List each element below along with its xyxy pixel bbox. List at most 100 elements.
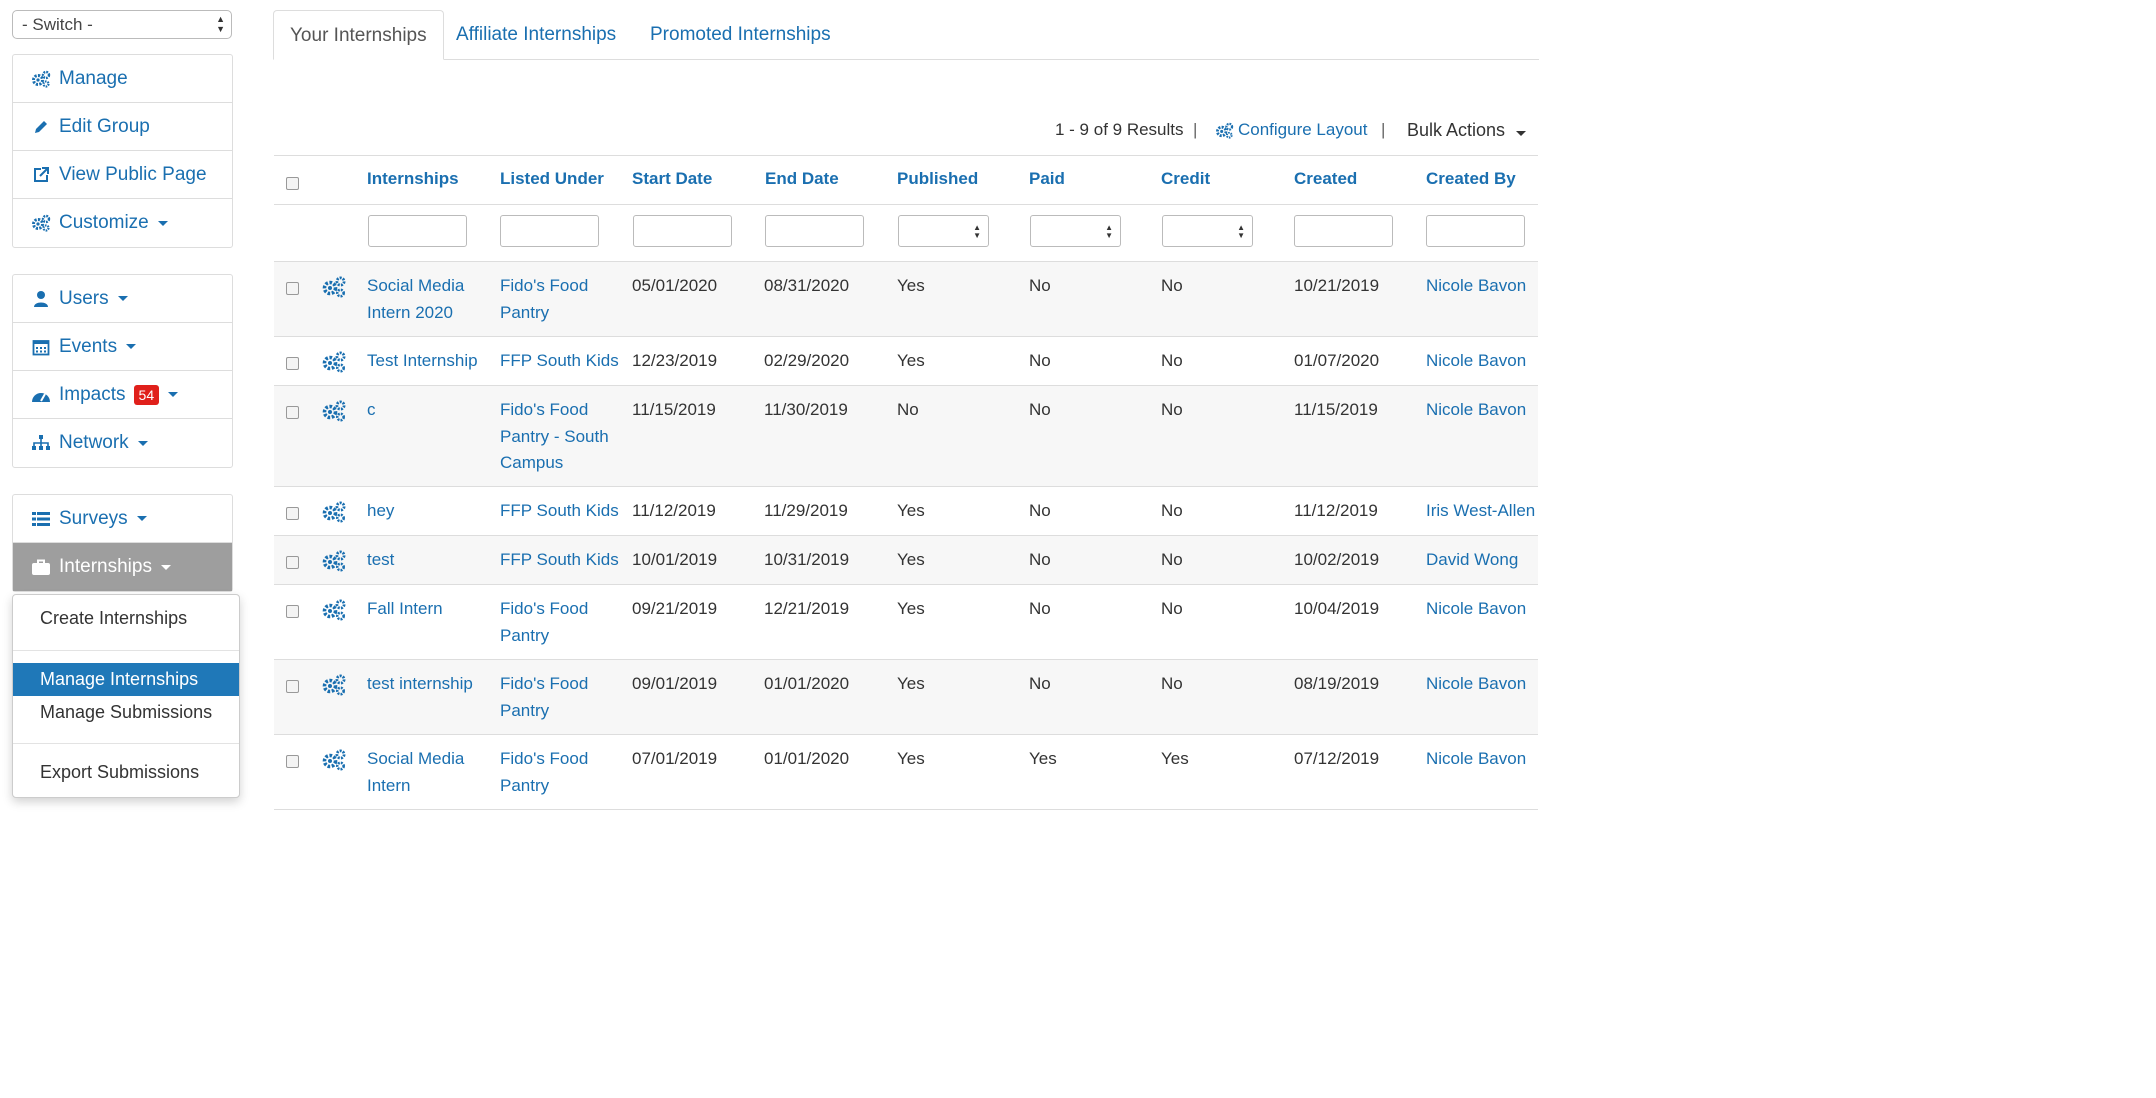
menu-item-manage-submissions[interactable]: Manage Submissions (40, 702, 213, 722)
configure-layout-link[interactable]: Configure Layout (1215, 118, 1367, 142)
column-header-listed-under[interactable]: Listed Under (500, 169, 604, 188)
row-gears-icon[interactable] (321, 276, 347, 303)
filter-listed-under-input[interactable] (500, 215, 599, 247)
cell-created-by[interactable]: Nicole Bavon (1426, 351, 1527, 370)
sidebar-item-network[interactable]: Network (13, 419, 232, 467)
sidebar-item-label: Manage (59, 67, 128, 89)
cell-listed-under[interactable]: FFP South Kids (500, 547, 619, 574)
sidebar-item-label: Internships (59, 556, 152, 577)
cell-internship-name[interactable]: Test Internship (367, 348, 478, 375)
filter-created-input[interactable] (1294, 215, 1393, 247)
cell-internship-name[interactable]: Social Media Intern (367, 746, 464, 799)
menu-item-export-submissions[interactable]: Export Submissions (40, 762, 200, 782)
tab-promoted-internships[interactable]: Promoted Internships (650, 24, 831, 45)
sidebar-item-manage[interactable]: Manage (13, 55, 232, 103)
select-all-checkbox[interactable] (286, 177, 299, 190)
row-checkbox[interactable] (286, 507, 299, 520)
cell-internship-name[interactable]: Fall Intern (367, 596, 443, 623)
column-header-paid[interactable]: Paid (1029, 169, 1065, 188)
cell-listed-under[interactable]: Fido's Food Pantry (500, 746, 588, 799)
switch-select[interactable]: - Switch - ▲ ▼ (12, 10, 232, 39)
row-gears-icon[interactable] (321, 351, 347, 378)
column-header-created-by[interactable]: Created By (1426, 169, 1516, 188)
row-checkbox[interactable] (286, 755, 299, 768)
cell-listed-under-line: Pantry (500, 302, 550, 322)
table-body: Social Media Intern 2020 Fido's Food Pantry… (274, 262, 1538, 810)
sidebar-item-users[interactable]: Users (13, 275, 232, 323)
filter-internships-input[interactable] (368, 215, 467, 247)
caret-down-icon (117, 296, 128, 301)
cell-listed-under-line: Pantry (500, 625, 550, 645)
tab-affiliate-internships[interactable]: Affiliate Internships (456, 24, 617, 45)
row-checkbox[interactable] (286, 406, 299, 419)
list-icon (31, 511, 51, 527)
sidebar-group-admin: Manage Edit Group View Public Page Custo… (12, 54, 233, 248)
row-checkbox[interactable] (286, 680, 299, 693)
cell-listed-under[interactable]: Fido's Food Pantry (500, 273, 588, 326)
cell-listed-under[interactable]: Fido's Food Pantry - South Campus (500, 397, 609, 477)
menu-item-manage-internships[interactable]: Manage Internships (13, 663, 239, 696)
table-row: Social Media Intern Fido's Food Pantry 07/01… (274, 735, 1538, 810)
bulk-actions-button[interactable]: Bulk Actions (1407, 118, 1527, 142)
cell-listed-under[interactable]: FFP South Kids (500, 348, 619, 375)
cell-credit: No (1161, 276, 1183, 295)
row-checkbox[interactable] (286, 605, 299, 618)
sidebar-item-customize[interactable]: Customize (13, 199, 232, 247)
cell-internship-name[interactable]: c (367, 397, 376, 424)
cell-created-by[interactable]: Iris West-Allen (1426, 501, 1536, 520)
row-gears-icon[interactable] (321, 674, 347, 701)
cell-listed-under-line: Fido's Food (500, 749, 589, 768)
cell-paid: No (1029, 400, 1051, 419)
cell-listed-under-line: FFP South Kids (500, 501, 619, 520)
tab-your-internships[interactable]: Your Internships (273, 10, 444, 60)
sidebar-item-edit-group[interactable]: Edit Group (13, 103, 232, 151)
row-gears-icon[interactable] (321, 550, 347, 577)
column-header-start-date[interactable]: Start Date (632, 169, 713, 188)
row-gears-icon[interactable] (321, 400, 347, 427)
column-header-created[interactable]: Created (1294, 169, 1358, 188)
column-header-end-date[interactable]: End Date (765, 169, 839, 188)
cell-paid: No (1029, 674, 1051, 693)
row-gears-icon[interactable] (321, 599, 347, 626)
cell-published: Yes (897, 749, 925, 768)
cell-listed-under-line: Fido's Food (500, 599, 589, 618)
sidebar-item-label: Users (59, 287, 109, 309)
cell-internship-name[interactable]: test (367, 547, 394, 574)
pencil-icon (31, 118, 51, 136)
column-header-internships[interactable]: Internships (367, 169, 459, 188)
cell-internship-name[interactable]: Social Media Intern 2020 (367, 273, 464, 326)
column-header-published[interactable]: Published (897, 169, 979, 188)
cell-created-by[interactable]: David Wong (1426, 550, 1519, 569)
filter-start-date-input[interactable] (633, 215, 732, 247)
filter-credit-select[interactable]: ▲ ▼ (1162, 215, 1253, 247)
sidebar-item-view-public-page[interactable]: View Public Page (13, 151, 232, 199)
row-gears-icon[interactable] (321, 749, 347, 776)
row-checkbox[interactable] (286, 357, 299, 370)
cell-credit: No (1161, 550, 1183, 569)
cell-created-by[interactable]: Nicole Bavon (1426, 674, 1527, 693)
menu-item-create-internships[interactable]: Create Internships (40, 608, 188, 628)
cell-internship-name[interactable]: test internship (367, 671, 473, 698)
filter-published-select[interactable]: ▲ ▼ (898, 215, 989, 247)
cell-created-by[interactable]: Nicole Bavon (1426, 749, 1527, 768)
cell-credit: No (1161, 599, 1183, 618)
cell-listed-under[interactable]: Fido's Food Pantry (500, 671, 588, 724)
cell-created-by[interactable]: Nicole Bavon (1426, 599, 1527, 618)
sidebar-item-internships[interactable]: Internships (13, 543, 232, 591)
sidebar-item-events[interactable]: Events (13, 323, 232, 371)
row-checkbox[interactable] (286, 282, 299, 295)
table-row: Test Internship FFP South Kids 12/23/2019 0… (274, 337, 1538, 386)
column-header-credit[interactable]: Credit (1161, 169, 1211, 188)
cell-listed-under[interactable]: Fido's Food Pantry (500, 596, 588, 649)
cell-created-by[interactable]: Nicole Bavon (1426, 276, 1527, 295)
cell-internship-name[interactable]: hey (367, 498, 394, 525)
filter-paid-select[interactable]: ▲ ▼ (1030, 215, 1121, 247)
row-gears-icon[interactable] (321, 501, 347, 528)
filter-created-by-input[interactable] (1426, 215, 1525, 247)
sidebar-item-surveys[interactable]: Surveys (13, 495, 232, 543)
cell-listed-under[interactable]: FFP South Kids (500, 498, 619, 525)
filter-end-date-input[interactable] (765, 215, 864, 247)
row-checkbox[interactable] (286, 556, 299, 569)
sidebar-item-impacts[interactable]: Impacts 54 (13, 371, 232, 419)
cell-created-by[interactable]: Nicole Bavon (1426, 400, 1527, 419)
